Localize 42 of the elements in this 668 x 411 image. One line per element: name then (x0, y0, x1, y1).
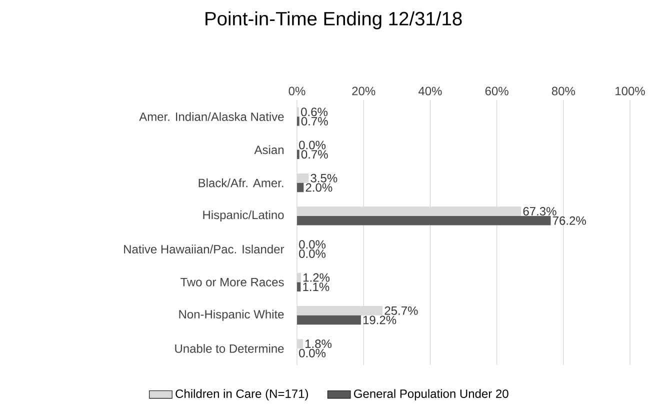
data-label: 1.2% (304, 273, 330, 282)
bar (297, 315, 361, 325)
bar (297, 206, 522, 216)
data-label: 0.6% (301, 108, 328, 116)
data-label: 0.0% (299, 249, 326, 258)
y-tick-label: Hispanic/Latino (203, 210, 284, 222)
y-tick-label: Non-Hispanic White (179, 310, 284, 321)
bar (297, 173, 309, 183)
data-label: 3.5% (310, 174, 338, 182)
y-tick-label: Asian (254, 145, 284, 154)
data-label: 1.8% (306, 340, 332, 348)
legend-label: General Population Under 20 (354, 389, 508, 400)
y-tick-label: Two or More Races (180, 278, 284, 286)
data-label: 0.7% (301, 150, 328, 159)
data-label: 0.7% (301, 116, 328, 126)
data-label: 1.1% (303, 282, 330, 292)
legend-label: Children in Care (N=171) (176, 389, 308, 400)
data-label: 76.2% (552, 216, 586, 225)
data-label: 0.0% (299, 140, 326, 150)
y-tick-label: Black/Afr. Amer. (198, 178, 284, 188)
bar (297, 216, 551, 226)
data-label: 67.3% (523, 207, 556, 216)
bar (297, 339, 303, 348)
bar (297, 306, 383, 316)
x-tick-label: 80% (552, 86, 575, 96)
x-tick-label: 20% (352, 86, 376, 96)
data-label: 0.0% (299, 240, 326, 249)
bar (297, 272, 301, 282)
data-label: 0.0% (299, 348, 326, 358)
y-tick-label: Unable to Determine (175, 344, 284, 353)
data-label: 19.2% (363, 316, 396, 324)
data-label: 2.0% (306, 183, 332, 192)
chart-title: Point-in-Time Ending 12/31/18 (206, 11, 462, 30)
x-tick-label: 60% (485, 86, 508, 96)
bar (297, 282, 301, 292)
x-tick-label: 40% (418, 86, 442, 96)
x-tick-label: 100% (616, 86, 645, 96)
y-tick-label: Amer. Indian/Alaska Native (139, 112, 284, 121)
x-tick-label: 0% (288, 86, 306, 96)
data-label: 25.7% (384, 306, 418, 315)
y-tick-label: Native Hawaiian/Pac. Islander (124, 244, 284, 254)
bar (297, 182, 304, 192)
